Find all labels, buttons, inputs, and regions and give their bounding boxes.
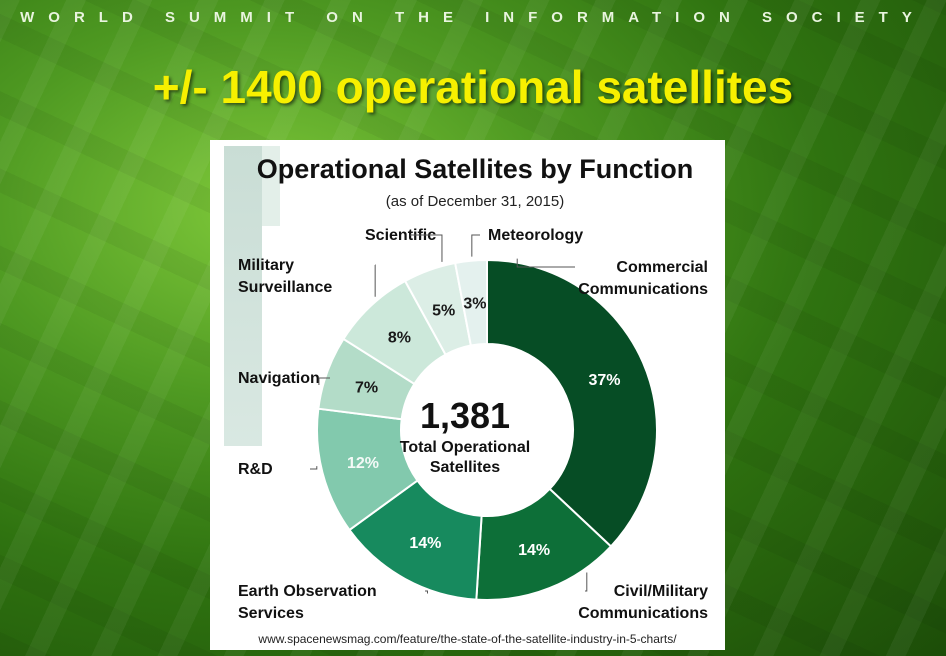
chart-title: Operational Satellites by Function: [257, 154, 694, 184]
slice-value-label: 7%: [355, 380, 378, 397]
callouts-group: Commercial Communications Civil/Military Co…: [238, 227, 708, 622]
slice-value-label: 3%: [463, 296, 486, 313]
slices-group: 37% 14% 14% 12% 7% 8% 5% 3%: [316, 258, 658, 601]
slice-category-label: Scientific: [365, 227, 436, 244]
leader-line: [318, 377, 330, 385]
slice-commercial-communications: [486, 258, 658, 548]
donut-chart: Operational Satellites by Function (as o…: [238, 154, 708, 622]
leader-line: [410, 234, 443, 262]
slice-category-label: R&D: [238, 461, 273, 478]
slice-category-label: Meteorology: [488, 227, 583, 244]
event-title: WORLD SUMMIT ON THE INFORMATION SOCIETY: [20, 8, 926, 26]
leader-line: [516, 258, 575, 268]
panel-decoration: [224, 146, 262, 446]
slice-meteorology: [453, 258, 488, 347]
center-value: 1,381: [420, 395, 510, 436]
slice-value-label: 37%: [588, 372, 620, 389]
slice-category-label: Communications: [578, 281, 708, 298]
slice-value-label: 8%: [388, 330, 411, 347]
source-link[interactable]: www.spacenewsmag.com/feature/the-state-o…: [258, 632, 677, 646]
slice-category-label: Civil/Military: [614, 583, 708, 600]
leader-line: [425, 590, 428, 594]
center-label-line-2: Satellites: [430, 459, 500, 476]
chart-panel: Operational Satellites by Function (as o…: [210, 140, 725, 650]
chart-subtitle: (as of December 31, 2015): [386, 193, 564, 210]
slice-value-label: 14%: [409, 535, 441, 552]
panel-decoration-small: [262, 146, 280, 226]
slice-category-label: Services: [238, 605, 304, 622]
slice-category-label: Communications: [578, 605, 708, 622]
leader-line: [585, 572, 588, 592]
leader-line: [310, 466, 318, 470]
slice-category-label: Earth Observation: [238, 583, 377, 600]
slice-value-label: 14%: [518, 542, 550, 559]
leader-line: [471, 234, 480, 257]
slice-value-label: 12%: [347, 455, 379, 472]
slice-category-label: Commercial: [616, 259, 708, 276]
slice-value-label: 5%: [432, 303, 455, 320]
center-label-line-1: Total Operational: [400, 439, 530, 456]
slice-category-label: Surveillance: [238, 279, 332, 296]
slice-category-label: Navigation: [238, 370, 320, 387]
slice-category-label: Military: [238, 257, 294, 274]
slide-headline: +/- 1400 operational satellites: [152, 61, 794, 113]
